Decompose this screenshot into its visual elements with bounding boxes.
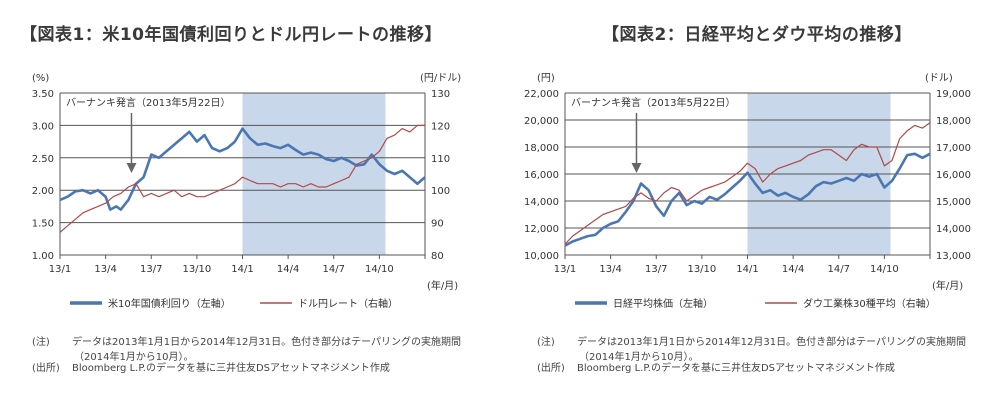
- note-2: (注) データは2013年1月1日から2014年12月31日。色付き部分はテーパリ…: [537, 333, 966, 363]
- note-line2: （2014年1月から10月）。: [579, 352, 699, 363]
- x-tick-label: 13/4: [94, 264, 116, 275]
- source-key: (出所): [537, 363, 565, 374]
- legend-label-2: ダウ工業株30種平均（右軸）: [803, 297, 936, 310]
- legend-label-1: 日経平均株価（左軸）: [613, 297, 713, 310]
- x-unit: (年/月): [427, 279, 458, 292]
- y-unit-right: (円/ドル): [420, 73, 461, 84]
- y-tick-label-left: 16,000: [524, 170, 559, 181]
- note-key: (注): [537, 337, 555, 348]
- y-tick-label-right: 90: [431, 219, 444, 230]
- y-tick-label-left: 2.50: [32, 154, 54, 165]
- y-tick-label-left: 1.50: [32, 219, 54, 230]
- note-line1: データは2013年1月1日から2014年12月31日。色付き部分はテーパリングの…: [577, 337, 966, 348]
- source-key: (出所): [32, 363, 60, 374]
- source-line: Bloomberg L.P.のデータを基に三井住友DSアセットマネジメント作成: [577, 363, 895, 374]
- x-tick-label: 13/10: [687, 264, 716, 275]
- x-tick-label: 14/1: [736, 264, 758, 275]
- y-tick-label-left: 20,000: [524, 116, 559, 127]
- y-tick-label-right: 110: [431, 154, 450, 165]
- y-unit-left: (円): [537, 73, 555, 84]
- y-tick-label-left: 1.00: [32, 251, 54, 262]
- y-tick-label-left: 3.50: [32, 89, 54, 100]
- y-unit-right: (ドル): [925, 73, 953, 84]
- y-tick-label-right: 13,000: [936, 251, 971, 262]
- y-tick-label-left: 12,000: [524, 224, 559, 235]
- x-tick-label: 14/10: [870, 264, 899, 275]
- y-tick-label-left: 3.00: [32, 121, 54, 132]
- series-line-2: [564, 122, 931, 245]
- y-tick-label-right: 100: [431, 186, 450, 197]
- tapering-period-shade: [242, 93, 386, 255]
- y-tick-label-left: 18,000: [524, 143, 559, 154]
- annotation-label: バーナンキ発言（2013年5月22日）: [66, 96, 231, 109]
- x-tick-label: 14/7: [828, 264, 850, 275]
- x-tick-label: 14/1: [231, 264, 253, 275]
- y-tick-label-right: 80: [431, 251, 444, 262]
- annotation-label: バーナンキ発言（2013年5月22日）: [571, 96, 736, 109]
- x-tick-label: 13/7: [645, 264, 667, 275]
- x-unit: (年/月): [932, 279, 963, 292]
- source-1: (出所) Bloomberg L.P.のデータを基に三井住友DSアセットマネジメン…: [32, 359, 390, 374]
- x-tick-label: 13/10: [182, 264, 211, 275]
- series-line-1: [59, 127, 426, 211]
- legend-label-2: ドル円レート（右軸）: [298, 297, 398, 310]
- y-tick-label-right: 19,000: [936, 89, 971, 100]
- y-tick-label-left: 22,000: [524, 89, 559, 100]
- y-tick-label-left: 2.00: [32, 186, 54, 197]
- chart-panel-1: 【図表1：米10年国債利回りとドル円レートの推移】 1.00 1.50 2.00 2.…: [0, 0, 500, 403]
- source-2: (出所) Bloomberg L.P.のデータを基に三井住友DSアセットマネジメン…: [537, 359, 895, 374]
- y-tick-label-right: 18,000: [936, 116, 971, 127]
- y-tick-label-left: 10,000: [524, 251, 559, 262]
- x-tick-label: 14/7: [323, 264, 345, 275]
- annotation-arrow-head: [631, 163, 642, 173]
- chart-title-1: 【図表1：米10年国債利回りとドル円レートの推移】: [20, 25, 442, 45]
- chart-2: 10,000 12,000 14,000 16,000 18,000 20,000 22,0…: [524, 73, 971, 310]
- note-1: (注) データは2013年1月1日から2014年12月31日。色付き部分はテーパリ…: [32, 333, 461, 363]
- note-line1: データは2013年1月1日から2014年12月31日。色付き部分はテーパリングの…: [72, 337, 461, 348]
- x-tick-label: 13/7: [140, 264, 162, 275]
- y-tick-label-left: 14,000: [524, 197, 559, 208]
- x-tick-label: 14/10: [365, 264, 394, 275]
- series-line-2: [59, 124, 425, 233]
- annotation-arrow-head: [126, 163, 137, 173]
- y-tick-label-right: 120: [431, 121, 450, 132]
- y-tick-label-right: 15,000: [936, 197, 971, 208]
- y-unit-left: (%): [32, 73, 49, 84]
- y-tick-label-right: 130: [431, 89, 450, 100]
- chart-title-2: 【図表2：日経平均とダウ平均の推移】: [602, 25, 912, 45]
- note-key: (注): [32, 337, 50, 348]
- y-tick-label-right: 14,000: [936, 224, 971, 235]
- x-tick-label: 14/4: [277, 264, 299, 275]
- y-tick-label-right: 16,000: [936, 170, 971, 181]
- x-tick-label: 13/4: [599, 264, 621, 275]
- note-line2: （2014年1月から10月）。: [74, 352, 194, 363]
- x-tick-label: 14/4: [782, 264, 804, 275]
- series-line-1: [564, 152, 931, 247]
- x-tick-label: 13/1: [49, 264, 71, 275]
- chart-1: 1.00 1.50 2.00 2.50 3.00 3.50 80 90 100 110 120 130…: [32, 73, 462, 310]
- source-line: Bloomberg L.P.のデータを基に三井住友DSアセットマネジメント作成: [72, 363, 390, 374]
- x-tick-label: 13/1: [554, 264, 576, 275]
- y-tick-label-right: 17,000: [936, 143, 971, 154]
- legend-label-1: 米10年国債利回り（左軸）: [108, 297, 231, 310]
- chart-panel-2: 【図表2：日経平均とダウ平均の推移】 10,000 12,000 14,000 16,…: [505, 0, 1005, 403]
